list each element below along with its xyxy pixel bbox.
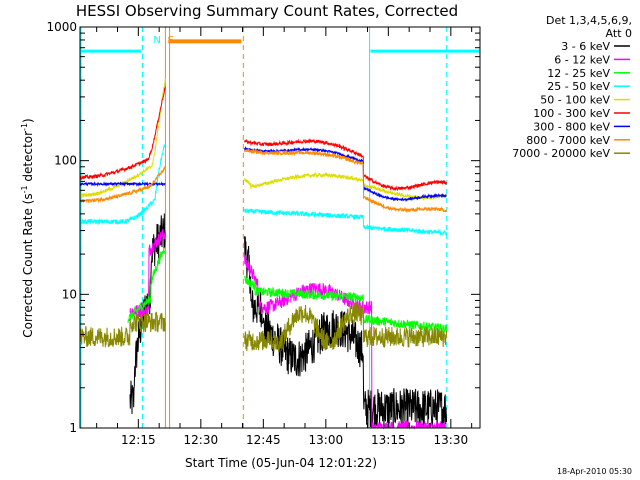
series-line-4 <box>79 78 448 202</box>
y-tick-label: 1000 <box>46 20 77 34</box>
y-tick-label: 10 <box>62 287 77 301</box>
timestamp: 18-Apr-2010 05:30 <box>557 467 632 476</box>
plot-frame <box>79 26 481 429</box>
x-tick-label: 13:15 <box>371 433 406 447</box>
legend-label-6: 300 - 800 keV <box>533 120 610 133</box>
legend-label-3: 25 - 50 keV <box>547 80 610 93</box>
y-axis-label-main: Corrected Count Rate (s <box>21 193 35 337</box>
x-axis-label: Start Time (05-Jun-04 12:01:22) <box>185 456 377 470</box>
marker-n: N <box>153 35 160 46</box>
y-axis-label-sup2: -1 <box>20 123 29 131</box>
series-line-2 <box>127 248 448 335</box>
legend-header-1: Att 0 <box>606 27 632 40</box>
x-tick-label: 12:45 <box>246 433 281 447</box>
series-line-5 <box>79 86 448 192</box>
series-line-3 <box>79 143 448 236</box>
chart-title: HESSI Observing Summary Count Rates, Cor… <box>76 2 458 20</box>
series-line-1 <box>129 228 447 430</box>
y-tick-label: 1 <box>69 421 77 435</box>
series-line-8 <box>79 302 448 353</box>
series-line-7 <box>79 148 447 214</box>
x-tick-label: 13:30 <box>434 433 469 447</box>
y-axis-label-end: ) <box>21 118 35 123</box>
x-tick-label: 12:30 <box>184 433 219 447</box>
legend-label-2: 12 - 25 keV <box>547 67 610 80</box>
marker-s: S <box>168 35 174 46</box>
y-axis-label: Corrected Count Rate (s-1 detector-1) <box>20 118 35 337</box>
x-tick-label: 13:00 <box>309 433 344 447</box>
legend-label-0: 3 - 6 keV <box>561 40 610 53</box>
legend-label-5: 100 - 300 keV <box>533 107 610 120</box>
legend-label-1: 6 - 12 keV <box>554 53 610 66</box>
x-tick-label: 12:15 <box>121 433 156 447</box>
legend-header-0: Det 1,3,4,5,6,9, <box>546 14 632 27</box>
legend-label-4: 50 - 100 keV <box>540 94 610 107</box>
legend-label-7: 800 - 7000 keV <box>526 134 610 147</box>
series-layer <box>79 78 448 430</box>
legend-label-8: 7000 - 20000 keV <box>512 147 610 160</box>
y-axis-label-mid: detector <box>21 131 35 186</box>
y-tick-label: 100 <box>54 154 77 168</box>
axes: 1 10 100 1000 12:15 12:30 12:45 13:00 13:15 13:30 <box>46 20 481 447</box>
y-axis-label-sup1: -1 <box>20 185 29 193</box>
